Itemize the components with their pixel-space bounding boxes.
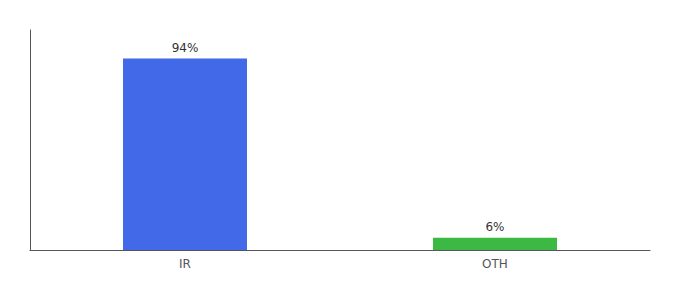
svg-text:OTH: OTH: [482, 257, 508, 271]
svg-text:94%: 94%: [172, 41, 199, 55]
svg-text:6%: 6%: [485, 220, 504, 234]
svg-text:IR: IR: [179, 257, 191, 271]
